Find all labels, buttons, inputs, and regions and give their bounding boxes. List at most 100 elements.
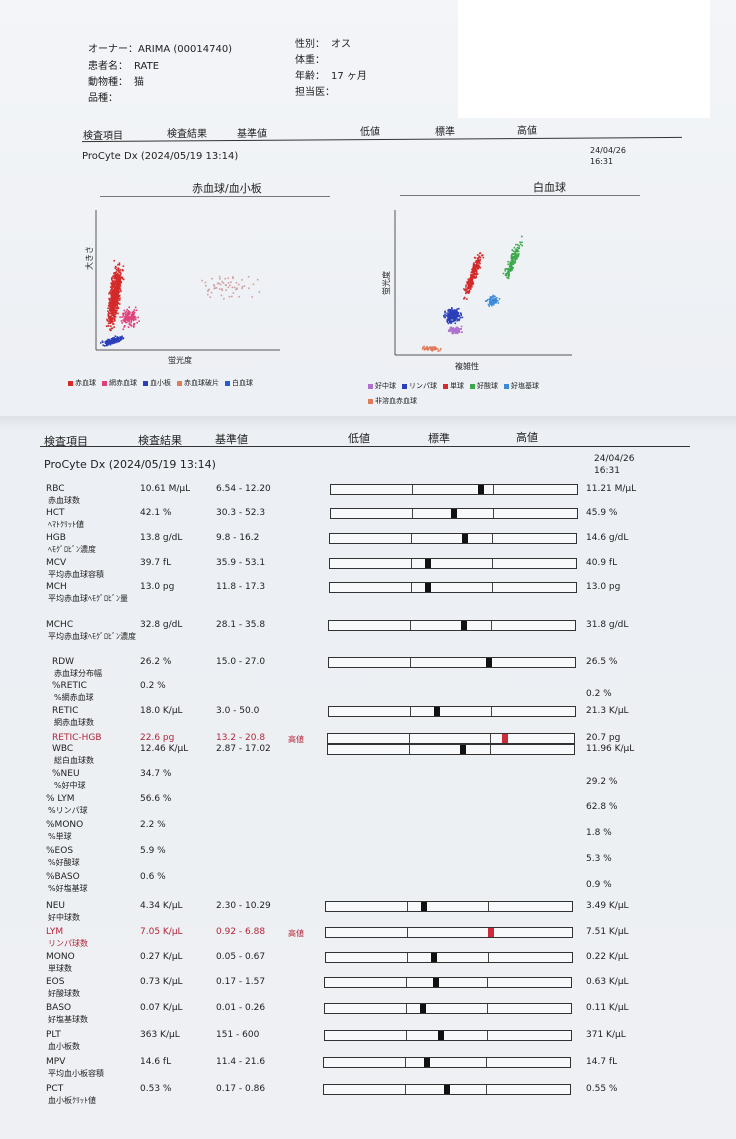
scatter-dot	[215, 287, 218, 289]
rbc-plot-title: 赤血球/血小板	[192, 182, 262, 195]
scatter-dot	[472, 275, 475, 277]
result-value: 42.1 %	[140, 508, 172, 518]
scatter-dot	[110, 339, 112, 342]
scatter-dot	[448, 316, 450, 318]
result-reference: 13.2 - 20.8	[216, 733, 266, 743]
result-name-jp: %好塩基球	[48, 884, 88, 893]
scatter-dot	[511, 256, 514, 258]
scatter-dot	[126, 319, 129, 322]
rbc-legend-item: 赤血球	[68, 376, 96, 391]
scatter-dot	[439, 349, 441, 352]
scatter-dot	[102, 344, 105, 346]
scatter-dot	[469, 282, 471, 285]
wbc-plot-title: 白血球	[533, 181, 566, 194]
range-bar	[328, 657, 576, 668]
scatter-dot	[492, 303, 495, 306]
scatter-dot	[112, 282, 114, 284]
scatter-dot	[477, 257, 479, 259]
result-reference: 30.3 - 52.3	[216, 508, 266, 518]
scatter-dot	[117, 276, 120, 278]
scatter-dot	[133, 317, 135, 319]
scatter-dot	[513, 261, 516, 263]
scatter-dot	[489, 299, 492, 302]
scatter-dot	[201, 279, 203, 282]
range-bar-marker	[478, 485, 485, 494]
range-bar-tick	[406, 1004, 408, 1013]
scatter-dot	[107, 343, 110, 346]
scatter-dot	[116, 269, 119, 272]
scatter-dot	[510, 268, 513, 270]
result-code: MPV	[46, 1057, 66, 1067]
scatter-dot	[115, 268, 118, 271]
scatter-dot	[467, 278, 470, 280]
wbc-legend-item: 好酸球	[470, 379, 498, 394]
scatter-dot	[435, 347, 437, 349]
scatter-dot	[489, 298, 491, 301]
wbc-legend-item: 単球	[443, 379, 464, 394]
result-prev: 11.21 M/µL	[586, 484, 637, 494]
scatter-dot	[474, 266, 476, 268]
scatter-dot	[122, 277, 124, 280]
legend-swatch	[470, 383, 475, 389]
range-bar-marker	[502, 734, 509, 743]
scatter-dot	[511, 258, 514, 261]
range-bar	[328, 620, 576, 631]
scatter-dot	[507, 277, 510, 280]
scatter-dot	[516, 246, 519, 249]
scatter-dot	[458, 314, 460, 317]
paper-fold	[0, 416, 736, 430]
scatter-dot	[504, 270, 507, 272]
scatter-dot	[122, 278, 125, 281]
scatter-dot	[478, 265, 481, 268]
scatter-dot	[107, 338, 109, 341]
scatter-dot	[456, 312, 458, 315]
scatter-dot	[117, 273, 119, 275]
scatter-dot	[116, 289, 119, 291]
scatter-dot	[110, 338, 113, 340]
scatter-dot	[233, 286, 236, 289]
range-bar-tick	[405, 1058, 407, 1067]
range-bar-marker	[425, 583, 432, 592]
result-value: 13.0 pg	[140, 582, 175, 592]
scatter-dot	[425, 347, 427, 349]
scatter-dot	[113, 274, 115, 276]
scatter-dot	[115, 281, 117, 283]
scatter-dot	[511, 249, 514, 251]
scatter-dot	[104, 340, 107, 343]
scatter-dot	[231, 295, 233, 298]
result-prev: 62.8 %	[586, 802, 618, 812]
result-prev: 0.2 %	[586, 689, 612, 699]
result-prev: 371 K/µL	[586, 1030, 626, 1040]
scatter-dot	[122, 328, 124, 331]
scatter-dot	[515, 248, 518, 251]
scatter-dot	[478, 255, 481, 257]
scatter-dot	[111, 304, 113, 306]
scatter-dot	[115, 283, 117, 286]
result-prev: 13.0 pg	[586, 582, 621, 592]
scatter-dot	[489, 303, 492, 306]
legend-label: 赤血球破片	[184, 379, 219, 387]
scatter-dot	[105, 325, 108, 327]
scatter-dot	[475, 274, 478, 276]
scatter-dot	[221, 280, 223, 283]
scatter-dot	[132, 310, 135, 313]
scatter-dot	[114, 278, 117, 280]
scatter-dot	[110, 303, 113, 306]
scatter-dot	[125, 314, 127, 317]
scatter-dot	[473, 268, 476, 270]
scatter-dot	[109, 289, 112, 292]
patient-name-row: 患者名： RATE	[88, 61, 160, 72]
scatter-dot	[518, 247, 521, 249]
owner-row: オーナー：ARIMA (00014740)	[88, 44, 233, 55]
scatter-dot	[470, 288, 472, 290]
scatter-dot	[449, 320, 452, 322]
scatter-dot	[473, 264, 476, 266]
result-name-jp: 赤血球分布幅	[54, 669, 102, 678]
result-prev: 26.5 %	[586, 657, 618, 667]
result-prev: 5.3 %	[586, 854, 612, 864]
scatter-dot	[476, 273, 479, 275]
scatter-dot	[476, 262, 478, 264]
scatter-dot	[118, 287, 120, 290]
scatter-dot	[107, 341, 109, 343]
range-bar	[329, 558, 577, 569]
